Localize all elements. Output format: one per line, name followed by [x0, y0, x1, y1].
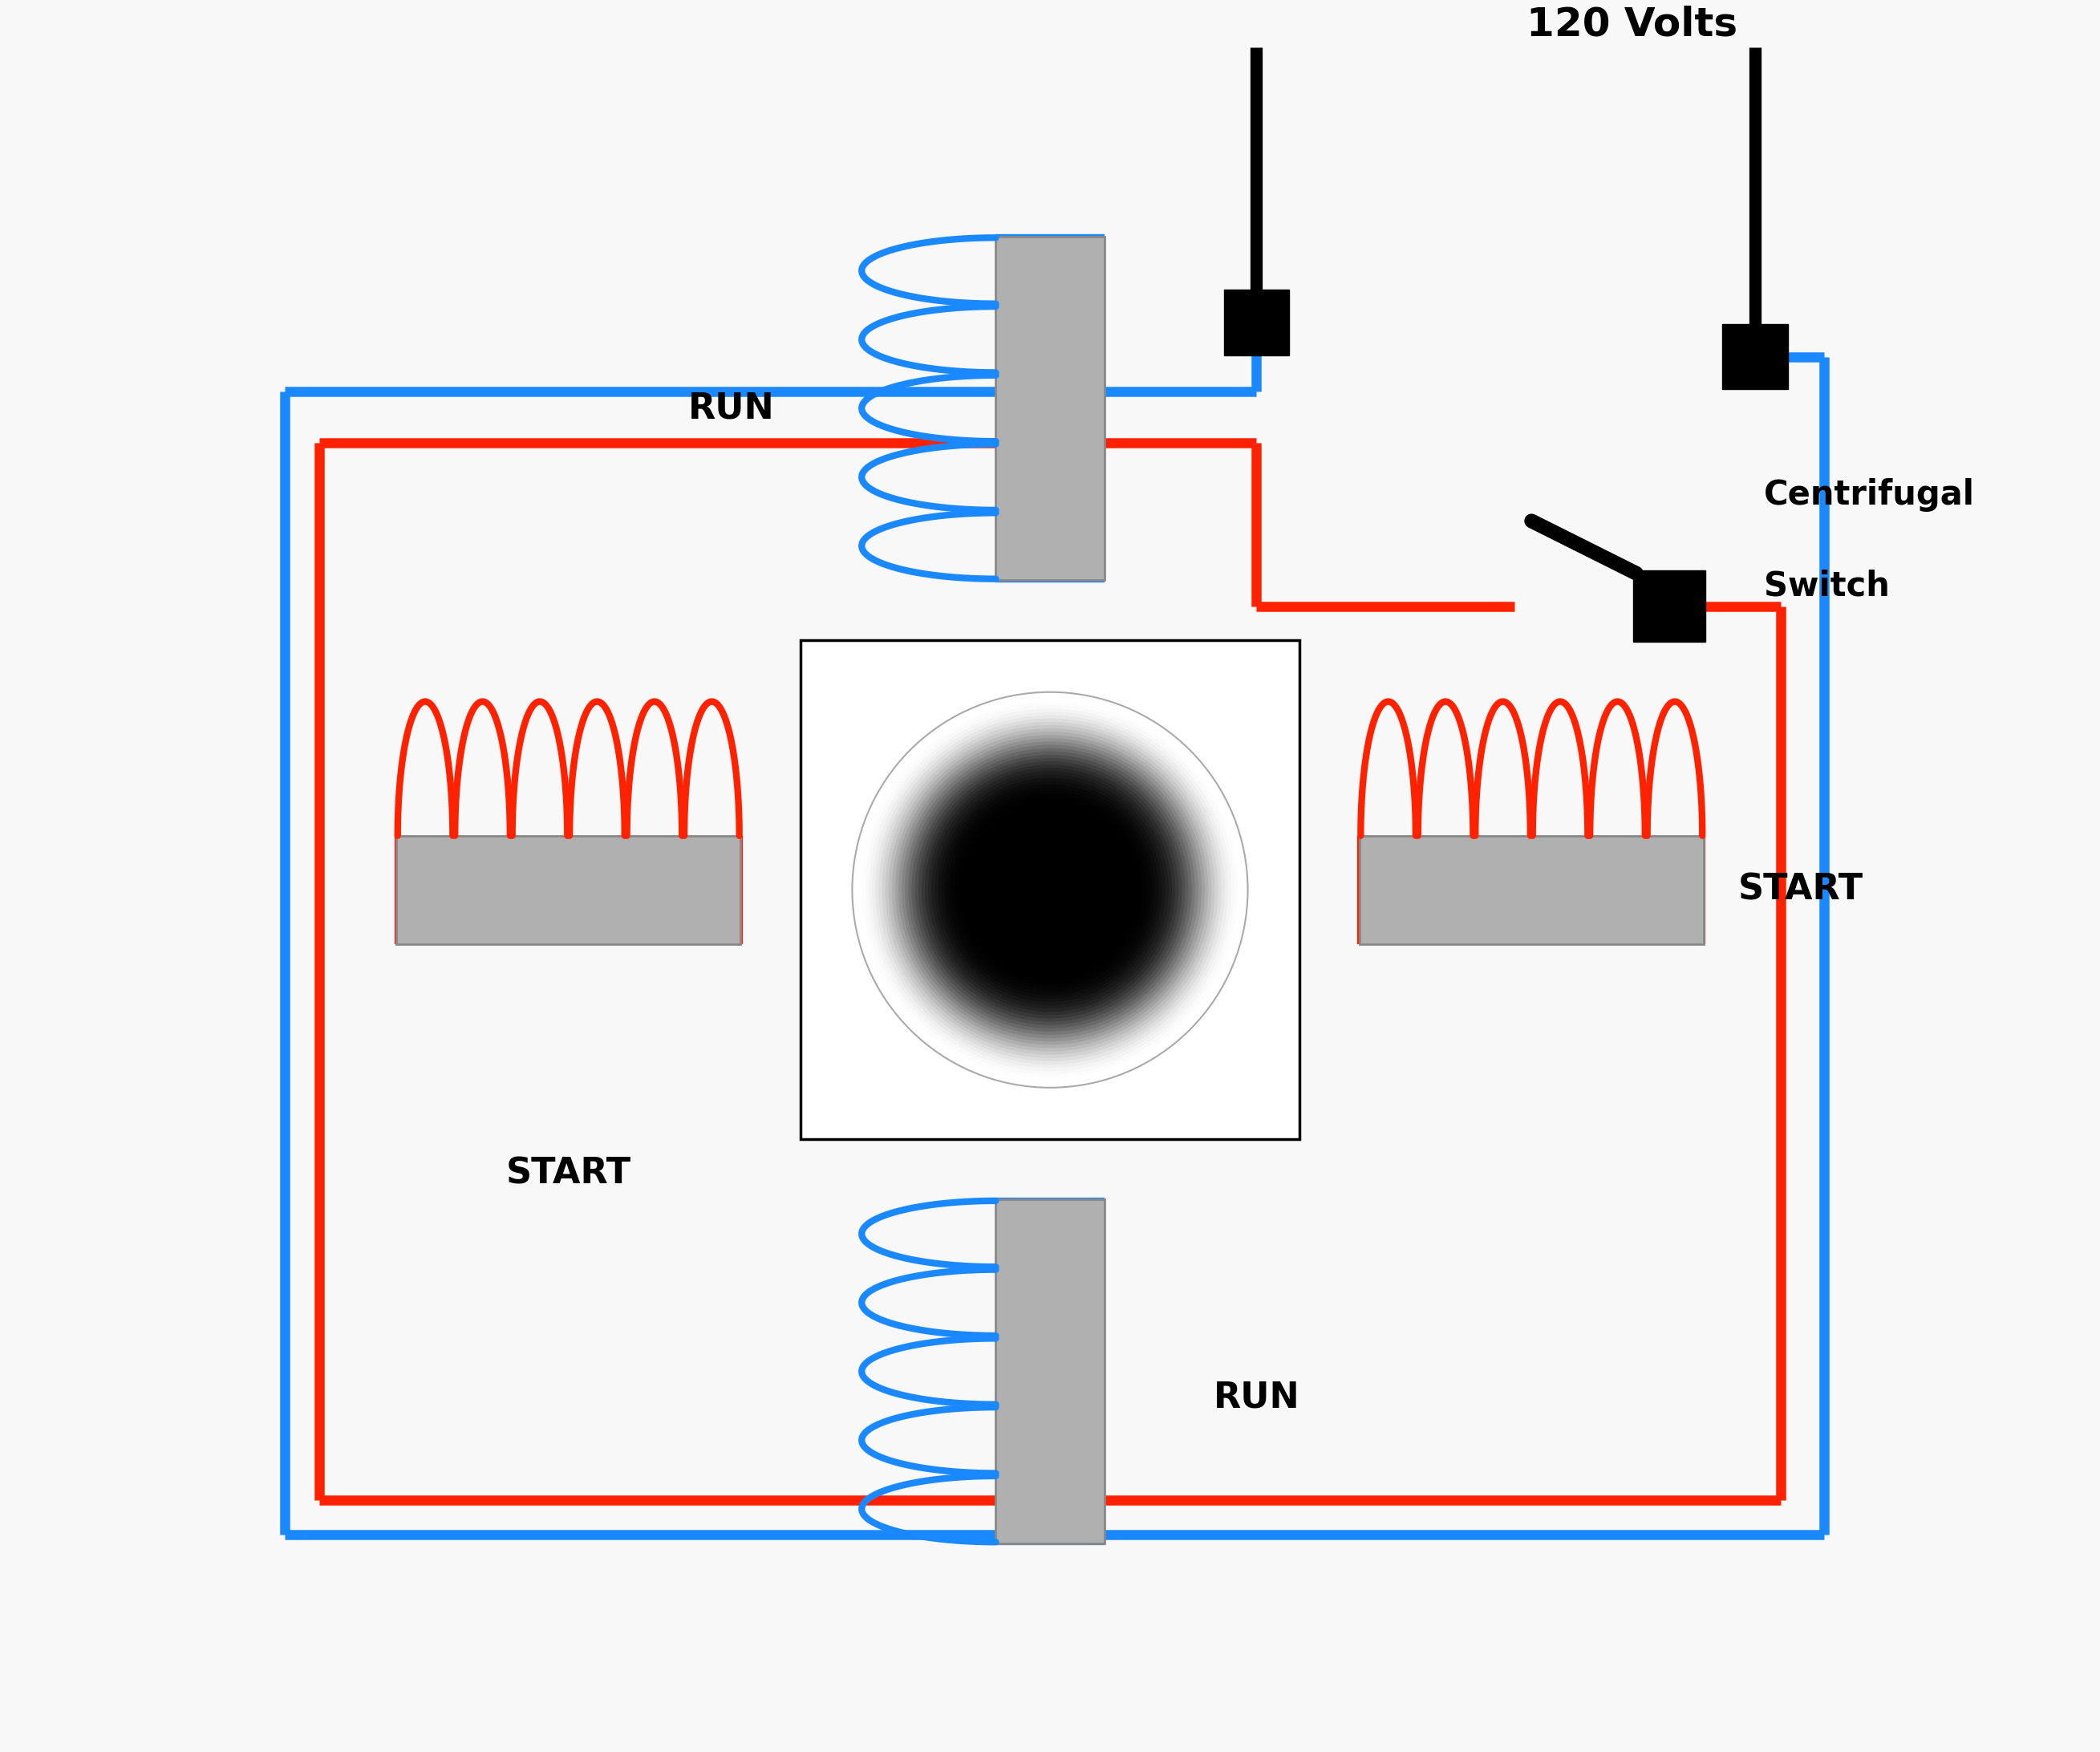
Bar: [397, 836, 741, 944]
Circle shape: [901, 741, 1199, 1039]
Circle shape: [888, 729, 1212, 1051]
Circle shape: [1023, 864, 1077, 916]
Circle shape: [987, 827, 1113, 953]
Text: RUN: RUN: [1214, 1381, 1300, 1414]
Circle shape: [922, 762, 1178, 1018]
Circle shape: [991, 830, 1109, 950]
Circle shape: [985, 823, 1115, 957]
Circle shape: [909, 748, 1191, 1032]
Circle shape: [953, 794, 1147, 985]
Bar: [995, 1200, 1105, 1544]
Circle shape: [1004, 844, 1096, 936]
Circle shape: [941, 781, 1159, 999]
Circle shape: [1031, 871, 1069, 909]
Circle shape: [1033, 874, 1067, 906]
Text: RUN: RUN: [689, 391, 775, 426]
Circle shape: [1027, 867, 1073, 913]
Circle shape: [981, 820, 1119, 958]
Circle shape: [930, 771, 1170, 1009]
Circle shape: [977, 818, 1124, 962]
Bar: [995, 237, 1105, 580]
Circle shape: [947, 788, 1153, 992]
Circle shape: [928, 767, 1172, 1013]
Text: Centrifugal: Centrifugal: [1764, 478, 1974, 512]
Circle shape: [1037, 876, 1063, 902]
Circle shape: [892, 732, 1208, 1048]
Bar: [1224, 289, 1289, 356]
Bar: [1722, 324, 1787, 389]
Circle shape: [934, 774, 1166, 1006]
Text: START: START: [506, 1156, 632, 1191]
Circle shape: [1014, 853, 1086, 927]
Text: 120 Volts: 120 Volts: [1527, 5, 1739, 44]
Circle shape: [916, 755, 1184, 1025]
Circle shape: [958, 797, 1142, 983]
Circle shape: [964, 804, 1136, 976]
Bar: [800, 641, 1300, 1139]
Circle shape: [951, 790, 1149, 988]
Circle shape: [924, 764, 1176, 1014]
Text: Rotor: Rotor: [998, 872, 1102, 908]
Circle shape: [1040, 880, 1060, 901]
Circle shape: [905, 745, 1195, 1035]
Circle shape: [998, 837, 1102, 943]
Circle shape: [1046, 887, 1054, 894]
Circle shape: [886, 725, 1214, 1055]
Circle shape: [970, 811, 1130, 969]
Bar: [1634, 569, 1705, 641]
Text: Switch: Switch: [1764, 569, 1890, 603]
Circle shape: [1010, 850, 1090, 929]
Text: START: START: [1739, 872, 1863, 908]
Circle shape: [1044, 883, 1056, 897]
Circle shape: [993, 834, 1107, 946]
Circle shape: [939, 778, 1161, 1002]
Circle shape: [968, 808, 1132, 972]
Circle shape: [1021, 860, 1079, 920]
Circle shape: [974, 815, 1126, 965]
Circle shape: [1000, 841, 1100, 939]
Bar: [1359, 836, 1703, 944]
Circle shape: [899, 738, 1201, 1041]
Circle shape: [945, 785, 1155, 995]
Circle shape: [853, 692, 1247, 1088]
Circle shape: [911, 752, 1189, 1028]
Circle shape: [1016, 857, 1084, 923]
Circle shape: [1008, 846, 1092, 932]
Circle shape: [962, 801, 1138, 979]
Circle shape: [895, 734, 1205, 1044]
Circle shape: [918, 759, 1182, 1021]
